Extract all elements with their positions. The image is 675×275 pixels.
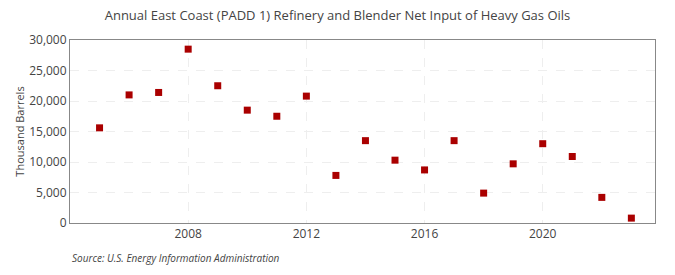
svg-text:2020: 2020 [529,225,557,242]
svg-text:20,000: 20,000 [29,92,67,109]
svg-text:0: 0 [60,214,67,231]
svg-text:Thousand Barrels: Thousand Barrels [12,86,27,176]
svg-text:10,000: 10,000 [29,153,67,170]
svg-text:Source: U.S. Energy Informatio: Source: U.S. Energy Information Administ… [72,251,280,265]
svg-text:30,000: 30,000 [29,31,67,48]
svg-text:2012: 2012 [293,225,321,242]
svg-text:15,000: 15,000 [29,123,67,140]
svg-text:5,000: 5,000 [36,184,67,201]
svg-text:25,000: 25,000 [29,62,67,79]
svg-text:2008: 2008 [174,225,202,242]
svg-text:Annual East Coast (PADD 1) Ref: Annual East Coast (PADD 1) Refinery and … [105,6,571,24]
svg-text:2016: 2016 [411,225,439,242]
